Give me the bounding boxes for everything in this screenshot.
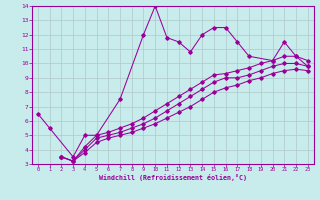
X-axis label: Windchill (Refroidissement éolien,°C): Windchill (Refroidissement éolien,°C): [99, 174, 247, 181]
